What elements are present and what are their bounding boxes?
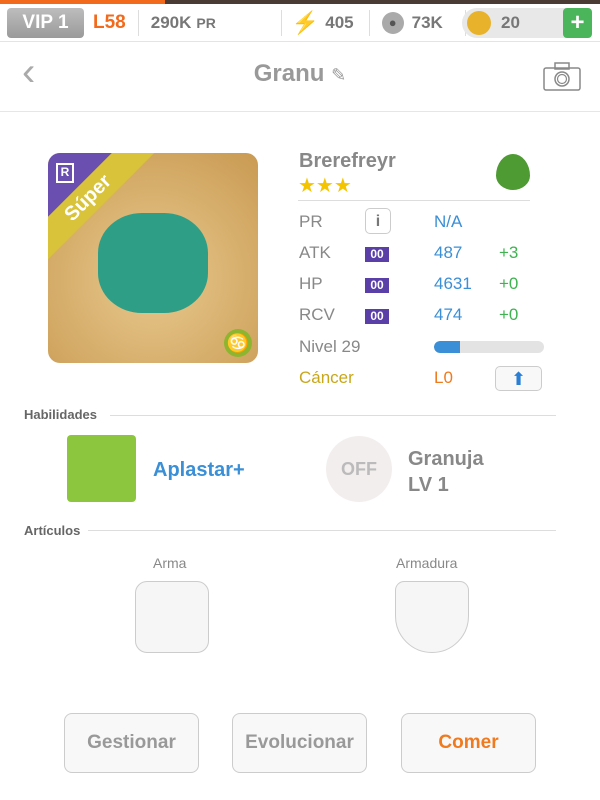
- star-rating: ★★★: [298, 175, 352, 197]
- player-level: L58: [93, 11, 126, 33]
- upgrade-arrow-button[interactable]: ⬆: [495, 366, 542, 391]
- coin-icon: [467, 10, 491, 35]
- stat-tag-hp: 00: [365, 278, 389, 293]
- zodiac-level: L0: [434, 368, 453, 387]
- paw-icon: ●: [381, 11, 404, 34]
- energy-value: 405: [325, 12, 354, 32]
- camera-icon[interactable]: [543, 62, 581, 92]
- stat-label-hp: HP: [299, 274, 323, 293]
- vip-badge[interactable]: VIP 1: [7, 7, 84, 38]
- power-value: 290K: [150, 12, 192, 32]
- rarity-badge: R: [56, 163, 74, 183]
- armor-label: Armadura: [396, 555, 458, 571]
- leaf-element-icon: [496, 154, 530, 190]
- items-heading: Artículos: [24, 523, 81, 538]
- top-progress-line: [0, 0, 600, 4]
- lightning-icon: ⚡: [291, 9, 320, 35]
- armor-slot[interactable]: [395, 581, 469, 653]
- coin-value: 20: [501, 12, 520, 32]
- evolve-button[interactable]: Evolucionar: [232, 713, 367, 773]
- coin-counter: 20 +: [462, 7, 592, 38]
- back-button[interactable]: ‹: [22, 50, 36, 94]
- stat-bonus-rcv: +0: [499, 305, 519, 324]
- skills-heading: Habilidades: [24, 407, 97, 422]
- edit-name-icon[interactable]: ✎: [331, 65, 347, 85]
- stat-value-pr: N/A: [434, 212, 463, 231]
- status-bar: VIP 1 L58 290K PR ⚡ 405 ● 73K 20 +: [0, 4, 600, 42]
- stat-value-hp: 4631: [434, 274, 472, 293]
- add-coins-button[interactable]: +: [563, 7, 592, 38]
- monster-image: [98, 213, 208, 313]
- stat-tag-atk: 00: [365, 247, 389, 262]
- eat-button[interactable]: Comer: [401, 713, 536, 773]
- stat-bonus-atk: +3: [499, 243, 519, 262]
- stat-label-atk: ATK: [299, 243, 331, 262]
- passive-skill-off-icon[interactable]: OFF: [326, 436, 392, 502]
- weapon-slot[interactable]: [135, 581, 209, 653]
- nav-bar: ‹ Granu ✎: [0, 42, 600, 112]
- passive-skill-level: LV 1: [408, 474, 449, 496]
- stat-value-atk: 487: [434, 243, 463, 262]
- page-title: Granu: [253, 60, 325, 87]
- info-button[interactable]: i: [365, 208, 391, 234]
- cancer-sign-icon: ♋: [224, 329, 252, 357]
- active-skill-icon[interactable]: [67, 435, 136, 502]
- monster-name: Brerefreyr: [299, 150, 396, 172]
- passive-skill-name: Granuja: [408, 448, 484, 470]
- level-label: Nivel 29: [299, 337, 361, 356]
- stat-label-pr: PR: [299, 212, 323, 231]
- stat-tag-rcv: 00: [365, 309, 389, 324]
- zodiac-sign: Cáncer: [299, 368, 354, 387]
- stat-value-rcv: 474: [434, 305, 463, 324]
- active-skill-name[interactable]: Aplastar+: [153, 459, 245, 481]
- monster-card[interactable]: Súper R ♋: [48, 153, 258, 363]
- paw-value: 73K: [411, 12, 443, 32]
- weapon-label: Arma: [153, 555, 187, 571]
- level-progress-bar: [434, 341, 544, 353]
- stat-label-rcv: RCV: [299, 305, 335, 324]
- manage-button[interactable]: Gestionar: [64, 713, 199, 773]
- power-unit: PR: [196, 14, 216, 31]
- stat-bonus-hp: +0: [499, 274, 519, 293]
